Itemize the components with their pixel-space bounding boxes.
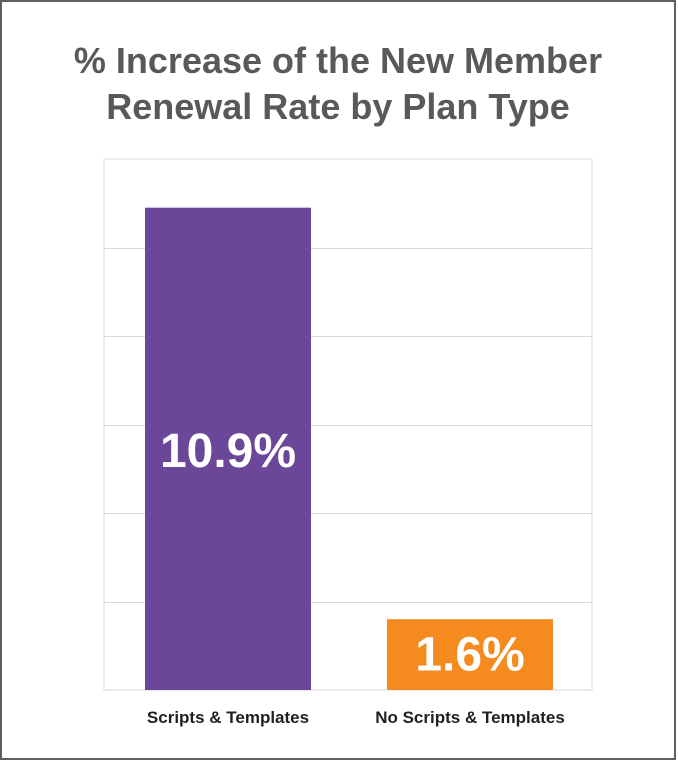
category-label-1: Scripts & Templates xyxy=(147,708,309,727)
data-label-2: 1.6% xyxy=(415,629,524,682)
category-labels: Scripts & Templates No Scripts & Template… xyxy=(147,708,565,727)
category-label-2: No Scripts & Templates xyxy=(375,708,565,727)
data-label-1: 10.9% xyxy=(160,425,296,478)
